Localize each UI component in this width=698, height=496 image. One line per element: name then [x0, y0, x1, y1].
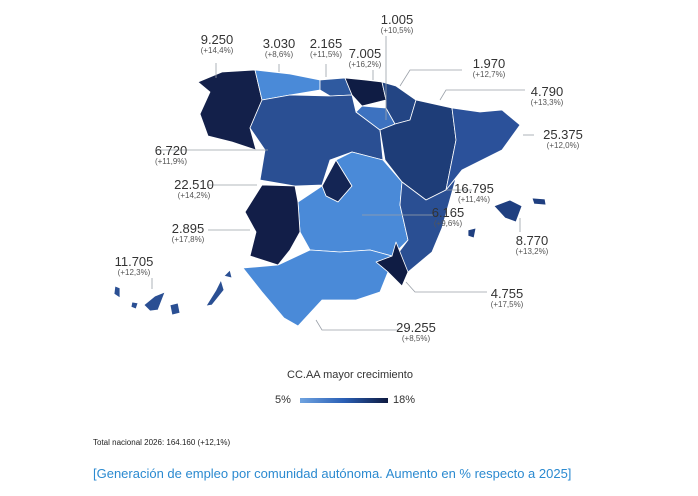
label-navarra: 1.970 (+12,7%) [454, 57, 524, 79]
pct: (+14,4%) [200, 45, 234, 55]
region-canarias-4 [169, 302, 181, 316]
pct: (+9,6%) [433, 218, 463, 228]
value: 29.255 [396, 320, 436, 335]
legend-max: 18% [393, 394, 416, 406]
label-murcia: 4.755 (+17,5%) [472, 287, 542, 309]
label-extremadura: 2.895 (+17,8%) [153, 222, 223, 244]
label-cataluna: 25.375 (+12,0%) [528, 128, 598, 150]
value: 4.755 [490, 286, 524, 301]
value: 6.165 [431, 205, 465, 220]
national-total: Total nacional 2026: 164.160 (+12,1%) [93, 438, 231, 447]
region-baleares-mallorca [493, 199, 523, 223]
region-canarias-3 [143, 291, 166, 312]
value: 16.795 [454, 181, 494, 196]
label-comunitat-valenciana: 16.795 (+11,4%) [439, 182, 509, 204]
pct: (+13,2%) [515, 246, 549, 256]
label-castilla-la-mancha: 6.165 (+9,6%) [413, 206, 483, 228]
leader-lines [151, 36, 534, 331]
label-cantabria: 2.165 (+11,5%) [291, 37, 361, 59]
label-pais-vasco: 7.005 (+16,2%) [330, 47, 400, 69]
legend-title: CC.AA mayor crecimiento [287, 369, 413, 381]
region-baleares-ibiza [467, 227, 477, 239]
value: 22.510 [174, 177, 214, 192]
value: 11.705 [114, 254, 154, 269]
value: 8.770 [515, 233, 549, 248]
value: 9.250 [200, 32, 234, 47]
region-galicia [197, 69, 263, 151]
legend-gradient-bar [300, 398, 388, 403]
value: 1.970 [472, 56, 506, 71]
region-canarias-5 [205, 279, 225, 307]
region-cataluna [445, 107, 521, 191]
label-asturias: 3.030 (+8,6%) [244, 37, 314, 59]
pct: (+12,0%) [546, 140, 580, 150]
value: 3.030 [262, 36, 296, 51]
value: 6.720 [154, 143, 188, 158]
pct: (+14,2%) [177, 190, 211, 200]
label-galicia: 9.250 (+14,4%) [182, 33, 252, 55]
value: 2.895 [171, 221, 205, 236]
label-andalucia: 29.255 (+8,5%) [381, 321, 451, 343]
region-comunitat-valenciana [395, 177, 457, 273]
pct: (+12,3%) [117, 267, 151, 277]
pct: (+8,5%) [401, 333, 431, 343]
pct: (+12,7%) [472, 69, 506, 79]
value: 4.790 [530, 84, 564, 99]
pct: (+11,4%) [457, 194, 491, 204]
pct: (+16,2%) [348, 59, 382, 69]
label-baleares: 8.770 (+13,2%) [497, 234, 567, 256]
pct: (+17,5%) [490, 299, 524, 309]
label-aragon: 4.790 (+13,3%) [512, 85, 582, 107]
region-andalucia [242, 249, 393, 327]
pct: (+11,5%) [309, 49, 343, 59]
label-castilla-y-leon: 6.720 (+11,9%) [136, 144, 206, 166]
value: 25.375 [543, 127, 583, 142]
label-la-rioja: 1.005 (+10,5%) [362, 13, 432, 35]
region-canarias-2 [130, 301, 139, 310]
value: 1.005 [380, 12, 414, 27]
caption: [Generación de empleo por comunidad autó… [93, 466, 572, 481]
pct: (+10,5%) [380, 25, 414, 35]
label-canarias: 11.705 (+12,3%) [99, 255, 169, 277]
pct: (+8,6%) [264, 49, 294, 59]
pct: (+17,8%) [171, 234, 205, 244]
region-baleares-menorca [531, 197, 547, 206]
pct: (+11,9%) [154, 156, 188, 166]
label-madrid: 22.510 (+14,2%) [159, 178, 229, 200]
region-canarias-1 [113, 285, 121, 299]
value: 7.005 [348, 46, 382, 61]
pct: (+13,3%) [530, 97, 564, 107]
value: 2.165 [309, 36, 343, 51]
region-extremadura [244, 184, 301, 266]
legend-min: 5% [275, 394, 291, 406]
region-canarias-6 [223, 269, 233, 279]
